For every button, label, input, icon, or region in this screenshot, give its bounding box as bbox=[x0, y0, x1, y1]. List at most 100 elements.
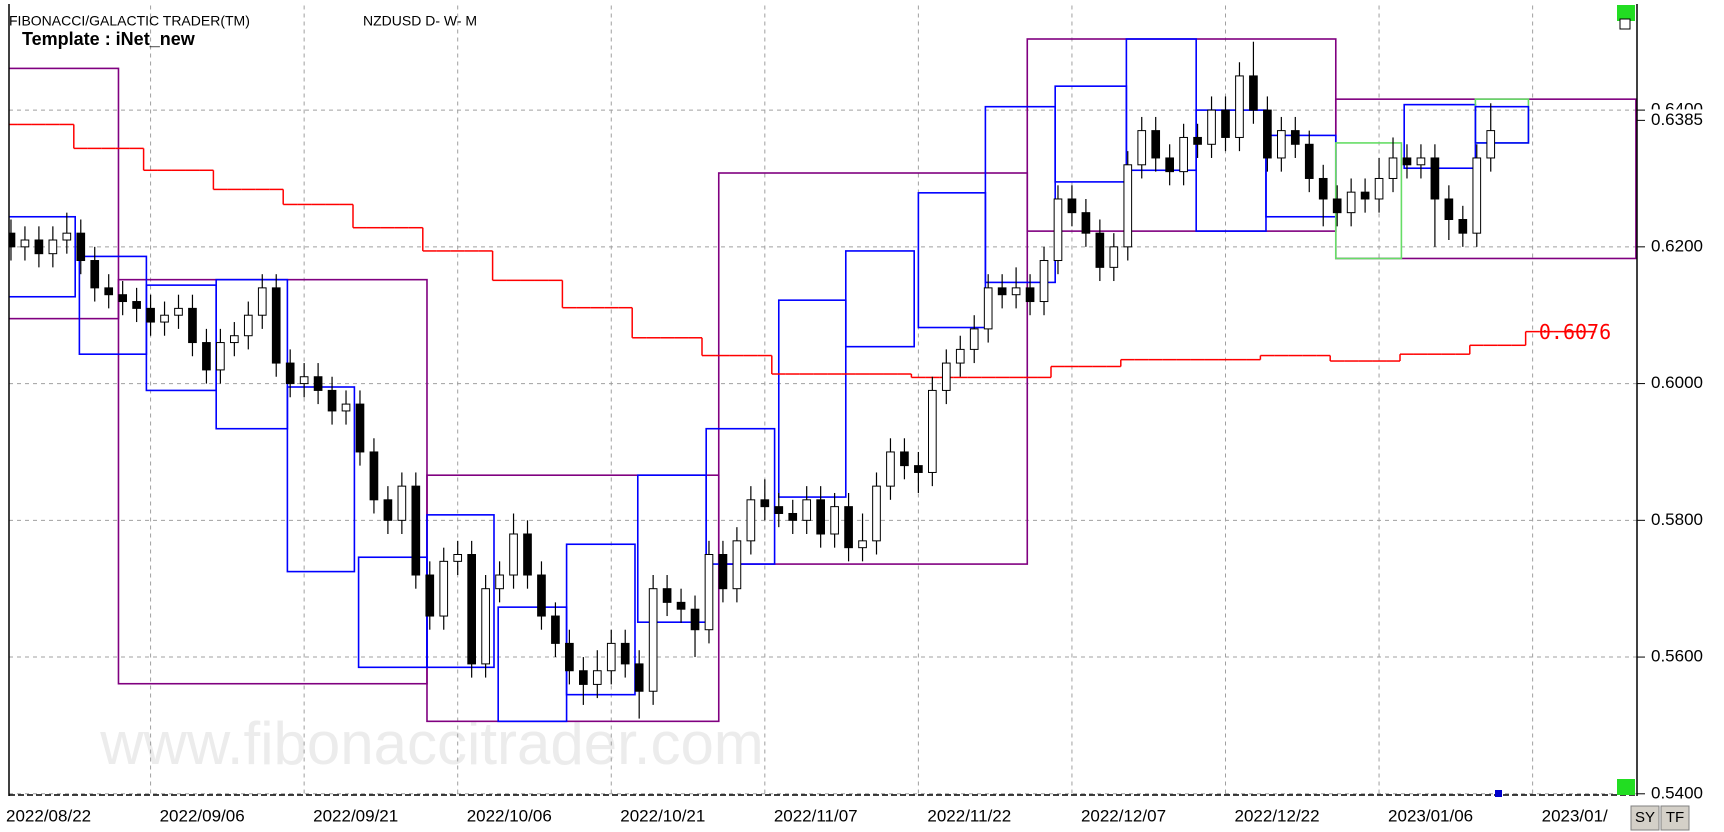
candle-body bbox=[369, 451, 379, 501]
y-tick-label: 0.5600 bbox=[1651, 647, 1703, 666]
candle-body bbox=[955, 348, 965, 364]
candle-body bbox=[774, 506, 784, 514]
candle-body bbox=[1277, 130, 1286, 159]
price-label: 0.6076 bbox=[1539, 320, 1611, 344]
candle-body bbox=[1388, 157, 1398, 179]
candle-body bbox=[1081, 212, 1091, 234]
candle-body bbox=[1360, 191, 1370, 200]
candle-body bbox=[1109, 246, 1119, 268]
candle-body bbox=[1179, 136, 1188, 173]
candle-body bbox=[62, 232, 72, 241]
window-icon[interactable] bbox=[1619, 18, 1631, 30]
corner-indicator bbox=[1617, 779, 1635, 795]
y-tick-label: 0.6200 bbox=[1651, 236, 1703, 255]
candle-body bbox=[341, 403, 351, 412]
x-tick-label: 2023/01/ bbox=[1542, 806, 1608, 825]
toolbar-button[interactable] bbox=[1660, 805, 1690, 831]
candle-body bbox=[523, 533, 532, 576]
x-tick-label: 2022/10/21 bbox=[620, 806, 705, 825]
range-box bbox=[1125, 38, 1197, 172]
candle-body bbox=[355, 403, 365, 453]
x-tick-label: 2023/01/06 bbox=[1388, 806, 1473, 825]
candle-body bbox=[1207, 109, 1216, 145]
watermark: www.fibonaccitrader.com bbox=[99, 710, 764, 777]
corner-indicator bbox=[1617, 5, 1635, 21]
candle-body bbox=[1263, 109, 1272, 159]
candle-body bbox=[509, 533, 518, 576]
candle-body bbox=[1151, 130, 1161, 159]
candle-body bbox=[662, 588, 672, 603]
candle-body bbox=[48, 239, 58, 255]
candle-body bbox=[76, 232, 86, 262]
candle-body bbox=[243, 314, 253, 337]
candle-body bbox=[397, 485, 407, 521]
candle-body bbox=[1039, 260, 1049, 303]
candle-body bbox=[1374, 177, 1384, 200]
candle-body bbox=[732, 540, 742, 590]
candle-body bbox=[690, 608, 700, 631]
candle-body bbox=[537, 574, 546, 617]
x-tick-label: 2022/08/22 bbox=[6, 806, 91, 825]
candle-body bbox=[34, 239, 44, 255]
scroll-marker bbox=[1495, 790, 1502, 797]
candle-body bbox=[271, 287, 281, 364]
range-box bbox=[777, 299, 847, 498]
candle-body bbox=[634, 663, 644, 692]
candle-body bbox=[1067, 198, 1077, 214]
candle-body bbox=[1137, 130, 1147, 166]
candle-body bbox=[997, 287, 1007, 296]
candle-body bbox=[746, 499, 756, 542]
candle-body bbox=[1025, 287, 1035, 303]
x-tick-label: 2022/11/22 bbox=[927, 806, 1011, 825]
candle-body bbox=[676, 601, 686, 610]
candle-body bbox=[481, 588, 490, 665]
candle-body bbox=[983, 287, 993, 330]
x-tick-label: 2022/09/06 bbox=[160, 806, 245, 825]
candle-body bbox=[118, 294, 127, 303]
candle-body bbox=[299, 376, 309, 385]
candle-body bbox=[1486, 130, 1496, 159]
candle-body bbox=[20, 239, 30, 248]
candle-body bbox=[941, 362, 951, 391]
candle-body bbox=[802, 499, 812, 521]
candle-body bbox=[1290, 130, 1300, 145]
candle-body bbox=[1318, 177, 1328, 200]
template-label: Template : iNet_new bbox=[22, 29, 196, 49]
candle-body bbox=[188, 307, 197, 344]
candle-body bbox=[760, 499, 770, 508]
candle-body bbox=[1193, 136, 1202, 145]
x-tick-label: 2022/12/07 bbox=[1081, 806, 1166, 825]
toolbar-button[interactable] bbox=[1630, 805, 1660, 831]
candle-body bbox=[383, 499, 393, 521]
toolbar-button-label[interactable]: TF bbox=[1666, 809, 1684, 826]
candle-body bbox=[579, 670, 588, 685]
candle-body bbox=[411, 485, 421, 576]
range-box bbox=[984, 105, 1056, 284]
toolbar-button-label[interactable]: SY bbox=[1635, 809, 1655, 826]
range-box bbox=[844, 250, 915, 348]
x-tick-label: 2022/10/06 bbox=[467, 806, 552, 825]
candle-body bbox=[914, 465, 923, 473]
candle-body bbox=[858, 540, 867, 549]
candle-body bbox=[313, 376, 323, 391]
candle-body bbox=[230, 335, 239, 344]
candle-body bbox=[1402, 157, 1412, 166]
axis-layer: 0.54000.56000.58000.60000.62000.64002022… bbox=[6, 100, 1724, 825]
x-tick-label: 2022/11/07 bbox=[774, 806, 858, 825]
symbol-label: NZDUSD D- W- M bbox=[363, 13, 477, 29]
candle-body bbox=[9, 232, 16, 248]
candle-body bbox=[132, 301, 141, 309]
candle-body bbox=[718, 554, 728, 590]
plot-area bbox=[9, 38, 1637, 723]
candle-body bbox=[202, 342, 211, 371]
candle-body bbox=[565, 642, 574, 672]
price-label-bg bbox=[1645, 109, 1724, 132]
candle-body bbox=[1221, 109, 1230, 138]
candle-body bbox=[788, 512, 798, 521]
candle-body bbox=[1304, 143, 1314, 179]
candle-body bbox=[425, 574, 435, 617]
candle-body bbox=[886, 451, 895, 487]
candle-body bbox=[1332, 198, 1342, 214]
candle-body bbox=[1444, 198, 1454, 220]
